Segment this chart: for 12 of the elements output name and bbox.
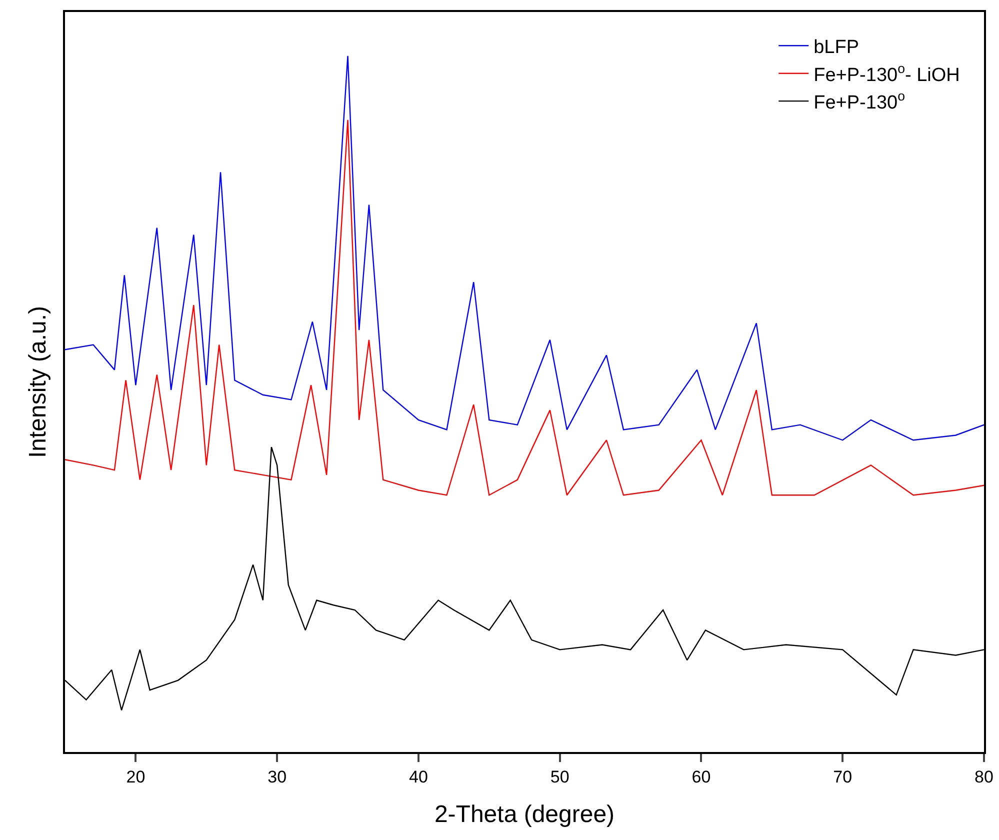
legend-label: Fe+P-130$^{o}$ [814, 88, 906, 114]
x-tick-label: 30 [268, 767, 287, 786]
x-tick-label: 20 [126, 767, 146, 786]
legend-label: bLFP [814, 37, 860, 58]
x-tick-label: 80 [974, 767, 994, 786]
y-axis-title: Intensity (a.u.) [24, 306, 52, 458]
legend-label: Fe+P-130$^{o}$- LiOH [814, 60, 960, 86]
x-tick-label: 40 [409, 767, 428, 786]
x-axis-title: 2-Theta (degree) [434, 801, 615, 828]
x-tick-label: 60 [692, 767, 711, 786]
x-tick-label: 50 [550, 767, 570, 786]
x-tick-label: 70 [833, 767, 852, 786]
